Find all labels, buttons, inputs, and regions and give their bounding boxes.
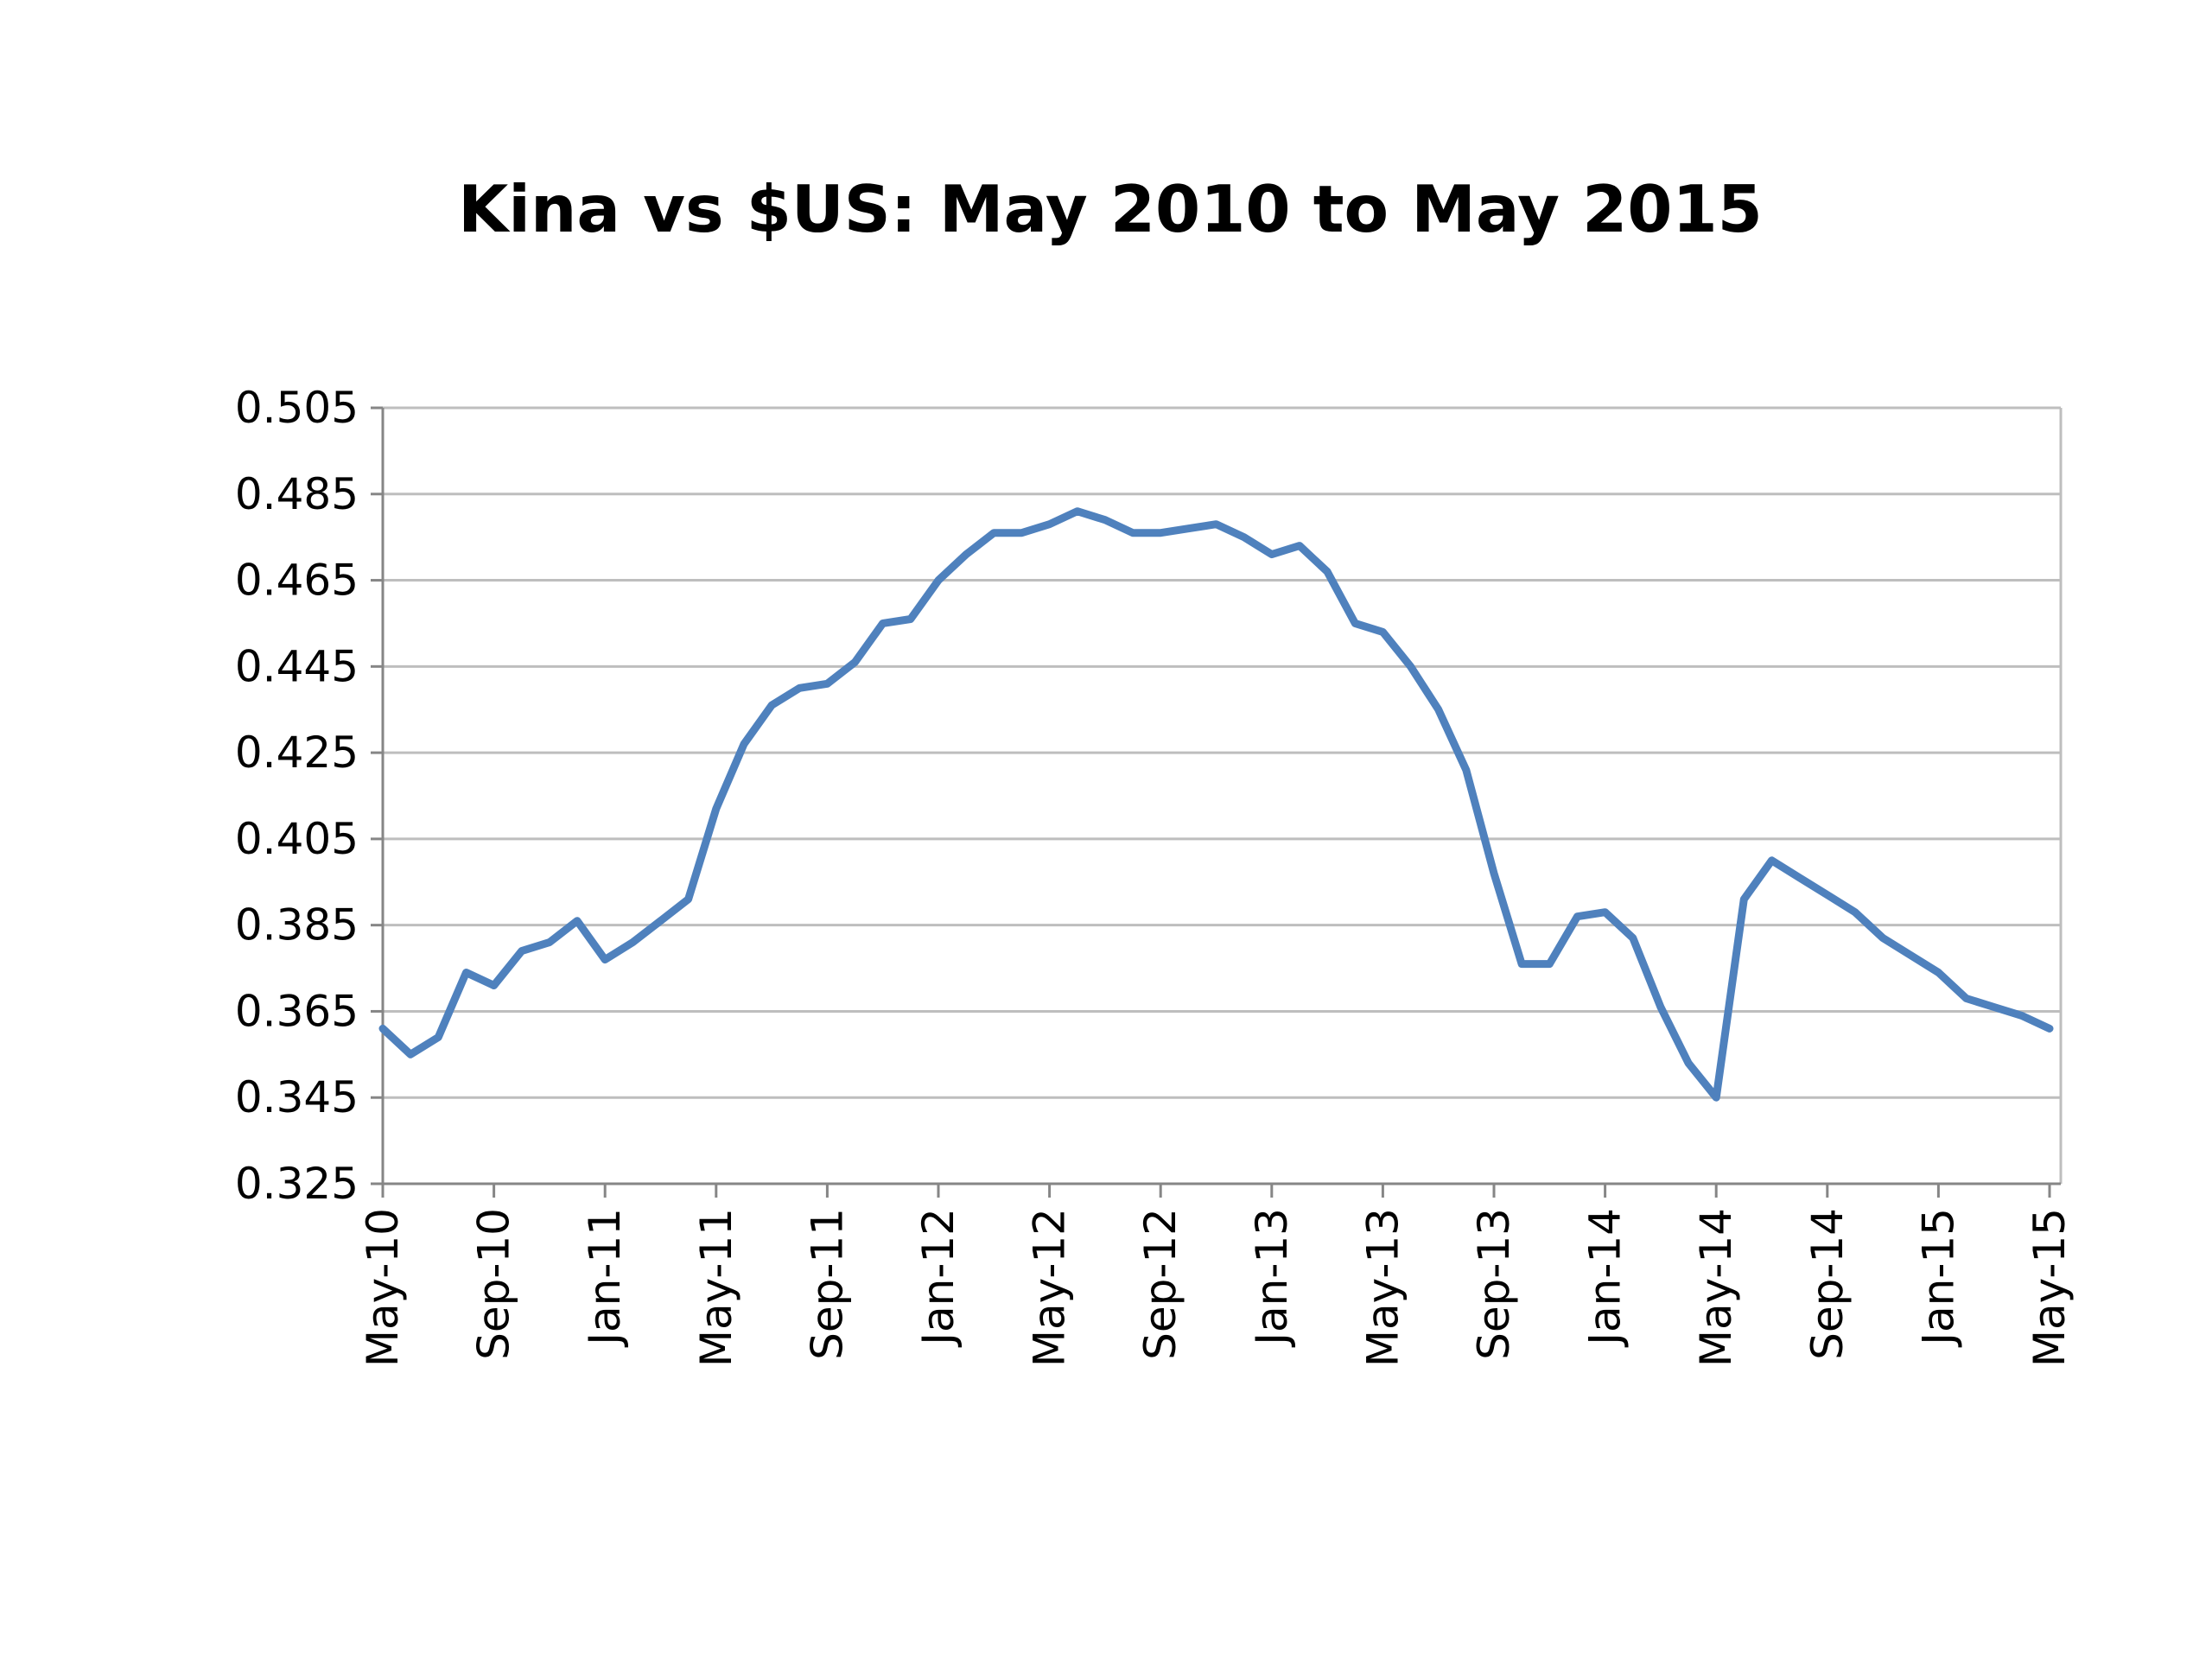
y-tick-label: 0.505 — [235, 383, 359, 433]
axes — [371, 406, 2063, 1198]
y-tick-label: 0.405 — [235, 814, 359, 864]
x-axis-tick-labels: May-10 Sep-10 Jan-11 May-11 Sep-11 Jan-12 May-… — [358, 1208, 2075, 1367]
x-tick-label: May-15 — [2024, 1208, 2075, 1367]
y-tick-label: 0.385 — [235, 900, 359, 950]
y-tick-label: 0.465 — [235, 556, 359, 606]
x-tick-label: May-13 — [1357, 1208, 1408, 1367]
chart-title: Kina vs $US: May 2010 to May 2015 — [458, 171, 1763, 247]
y-tick-label: 0.445 — [235, 641, 359, 691]
gridlines — [383, 406, 2061, 1099]
y-tick-label: 0.345 — [235, 1072, 359, 1122]
y-axis-tick-labels: 0.505 0.485 0.465 0.445 0.425 0.405 0.385 0.365… — [235, 383, 359, 1209]
x-tick-label: Sep-13 — [1469, 1208, 1519, 1360]
x-tick-label: Sep-14 — [1802, 1208, 1853, 1360]
x-tick-label: May-10 — [358, 1208, 408, 1367]
series-layer — [378, 507, 2054, 1102]
x-tick-label: May-11 — [691, 1208, 741, 1367]
x-tick-label: May-14 — [1691, 1208, 1741, 1367]
y-tick-label: 0.365 — [235, 986, 359, 1036]
x-tick-label: Jan-12 — [913, 1208, 963, 1348]
y-tick-label: 0.485 — [235, 469, 359, 519]
x-tick-label: May-12 — [1025, 1208, 1075, 1367]
x-tick-label: Sep-12 — [1135, 1208, 1185, 1360]
y-tick-label: 0.425 — [235, 728, 359, 778]
y-tick-label: 0.325 — [235, 1159, 359, 1209]
x-tick-label: Sep-11 — [802, 1208, 852, 1360]
x-tick-label: Jan-11 — [580, 1208, 630, 1348]
x-tick-label: Jan-13 — [1247, 1208, 1297, 1348]
x-tick-label: Jan-14 — [1580, 1208, 1630, 1348]
x-tick-label: Jan-15 — [1913, 1208, 1963, 1348]
x-tick-label: Sep-10 — [469, 1208, 519, 1360]
series-line — [378, 507, 2054, 1102]
